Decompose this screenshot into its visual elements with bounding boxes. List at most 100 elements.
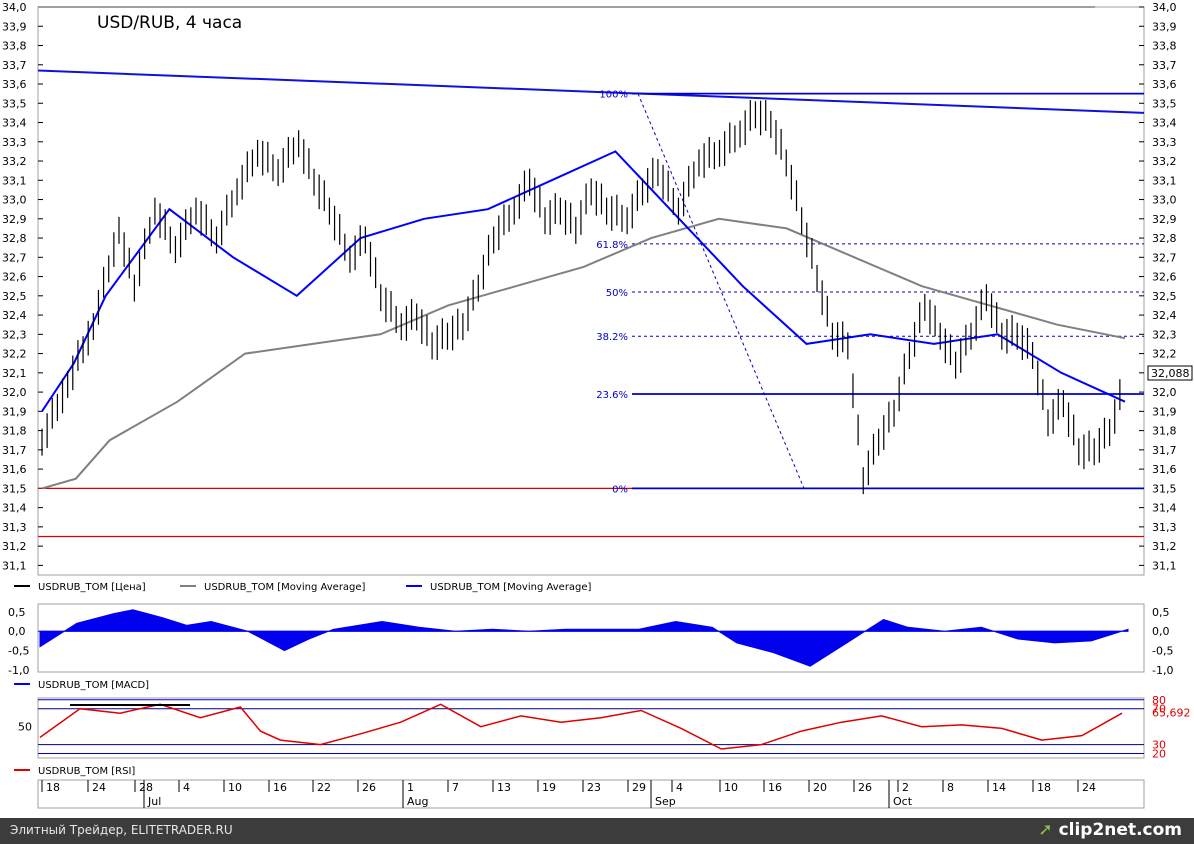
x-day-label: 1 xyxy=(407,781,414,794)
fib-level-label: 0% xyxy=(612,484,628,495)
x-day-label: 22 xyxy=(317,781,331,794)
trendline xyxy=(37,69,1145,114)
macd-panel: 0,5 0,5 0,0 0,0 -0,5 -0,5 -1,0 -1,0 USDRUB_TOM … xyxy=(8,603,1173,691)
last-price-label: 32,088 xyxy=(1151,367,1190,380)
y-tick-label-left: 32,7 xyxy=(2,251,27,264)
fib-level-label: 61.8% xyxy=(596,240,628,251)
y-tick-label-right: 33,7 xyxy=(1152,59,1177,72)
x-day-label: 8 xyxy=(947,781,954,794)
fib-guide-line xyxy=(637,93,805,489)
y-tick-label-right: 33,2 xyxy=(1152,155,1177,168)
x-day-label: 24 xyxy=(1082,781,1096,794)
footer-bar: Элитный Трейдер, ELITETRADER.RU ➚ clip2n… xyxy=(0,818,1194,844)
y-tick-label-left: 32,0 xyxy=(2,386,27,399)
x-month-label: Sep xyxy=(655,795,676,808)
y-tick-label-right: 33,9 xyxy=(1152,20,1177,33)
x-day-label: 26 xyxy=(858,781,872,794)
y-tick-label-right: 31,2 xyxy=(1152,540,1177,553)
y-tick-label-left: 32,5 xyxy=(2,290,27,303)
legend-ma-short: USDRUB_TOM [Moving Average] xyxy=(430,582,592,593)
x-day-label: 16 xyxy=(768,781,782,794)
y-tick-label-left: 31,9 xyxy=(2,405,27,418)
y-tick-label-left: 33,0 xyxy=(2,194,27,207)
fib-level-label: 38.2% xyxy=(596,332,628,343)
y-tick-label-right: 32,6 xyxy=(1152,271,1177,284)
y-tick-label-right: 31,5 xyxy=(1152,482,1177,495)
y-tick-label-right: 32,7 xyxy=(1152,251,1177,264)
price-legend: USDRUB_TOM [Цена] USDRUB_TOM [Moving Ave… xyxy=(14,582,592,593)
y-tick-label-right: 32,5 xyxy=(1152,290,1177,303)
x-day-label: 18 xyxy=(46,781,60,794)
ma-short-line xyxy=(41,150,1126,412)
y-tick-label-left: 31,5 xyxy=(2,482,27,495)
x-day-label: 24 xyxy=(92,781,106,794)
y-tick-label-right: 33,4 xyxy=(1152,117,1177,130)
y-tick-label-left: 31,2 xyxy=(2,540,27,553)
macd-tick-right: 0,5 xyxy=(1152,606,1170,619)
chart-svg: 34,0 34,0 33,9 33,9 33,8 33,8 33,7 33,7 33,6 33,6… xyxy=(2,1,1193,809)
clip2net-text: clip2net.com xyxy=(1058,820,1182,840)
x-day-label: 16 xyxy=(273,781,287,794)
y-tick-label-left: 31,8 xyxy=(2,425,27,438)
macd-tick-right: 0,0 xyxy=(1152,625,1170,638)
rsi-tick-right: 65,692 xyxy=(1152,707,1191,720)
macd-tick-left: -0,5 xyxy=(8,645,29,658)
y-tick-label-left: 33,7 xyxy=(2,59,27,72)
y-tick-label-right: 31,4 xyxy=(1152,502,1177,515)
y-tick-label-left: 31,3 xyxy=(2,521,27,534)
y-tick-label-left: 31,7 xyxy=(2,444,27,457)
x-day-label: 10 xyxy=(228,781,242,794)
legend-rsi: USDRUB_TOM [RSI] xyxy=(38,766,135,777)
x-day-label: 14 xyxy=(992,781,1006,794)
y-tick-label-right: 33,0 xyxy=(1152,194,1177,207)
y-tick-label-left: 33,4 xyxy=(2,117,27,130)
y-tick-label-right: 31,1 xyxy=(1152,559,1177,572)
macd-tick-left: 0,5 xyxy=(8,606,26,619)
price-panel: 34,0 34,0 33,9 33,9 33,8 33,8 33,7 33,7 33,6 33,6… xyxy=(2,1,1193,576)
y-tick-label-right: 32,0 xyxy=(1152,386,1177,399)
macd-area-shape xyxy=(39,609,1129,667)
y-tick-label-right: 32,8 xyxy=(1152,232,1177,245)
y-tick-label-right: 31,6 xyxy=(1152,463,1177,476)
y-tick-label-left: 33,1 xyxy=(2,174,27,187)
y-tick-label-right: 31,8 xyxy=(1152,425,1177,438)
y-tick-label-right: 33,5 xyxy=(1152,97,1177,110)
y-tick-label-right: 32,4 xyxy=(1152,309,1177,322)
macd-tick-left: -1,0 xyxy=(8,664,29,677)
rsi-tick-right: 70 xyxy=(1152,703,1166,716)
x-month-label: Jul xyxy=(147,795,161,808)
y-tick-label-right: 33,8 xyxy=(1152,40,1177,53)
y-tick-label-right: 31,7 xyxy=(1152,444,1177,457)
macd-tick-left: 0,0 xyxy=(8,625,26,638)
y-tick-label-left: 33,8 xyxy=(2,40,27,53)
x-month-label: Oct xyxy=(893,795,913,808)
rsi-tick-left: 50 xyxy=(18,721,32,734)
y-tick-label-left: 32,8 xyxy=(2,232,27,245)
y-tick-label-left: 31,6 xyxy=(2,463,27,476)
y-tick-label-left: 33,6 xyxy=(2,78,27,91)
y-tick-label-right: 32,3 xyxy=(1152,328,1177,341)
y-tick-label-left: 32,9 xyxy=(2,213,27,226)
x-day-label: 29 xyxy=(632,781,646,794)
y-tick-label-right: 33,1 xyxy=(1152,174,1177,187)
rsi-tick-right: 80 xyxy=(1152,694,1166,707)
chart-title: USD/RUB, 4 часа xyxy=(97,13,242,33)
y-tick-label-left: 32,2 xyxy=(2,348,27,361)
y-tick-label-left: 32,3 xyxy=(2,328,27,341)
rsi-tick-right: 20 xyxy=(1152,748,1166,761)
legend-price: USDRUB_TOM [Цена] xyxy=(38,582,146,593)
y-tick-label-left: 33,9 xyxy=(2,20,27,33)
rsi-series-line xyxy=(39,703,1123,750)
y-tick-label-left: 32,4 xyxy=(2,309,27,322)
macd-tick-right: -0,5 xyxy=(1152,645,1173,658)
y-tick-label-right: 32,2 xyxy=(1152,348,1177,361)
x-day-label: 13 xyxy=(497,781,511,794)
legend-macd: USDRUB_TOM [MACD] xyxy=(38,680,149,691)
x-day-label: 20 xyxy=(813,781,827,794)
rsi-tick-right: 30 xyxy=(1152,739,1166,752)
clip2net-icon: ➚ xyxy=(1038,820,1053,840)
y-tick-label-left: 33,5 xyxy=(2,97,27,110)
fib-level-label: 100% xyxy=(599,90,628,101)
x-day-label: 7 xyxy=(452,781,459,794)
